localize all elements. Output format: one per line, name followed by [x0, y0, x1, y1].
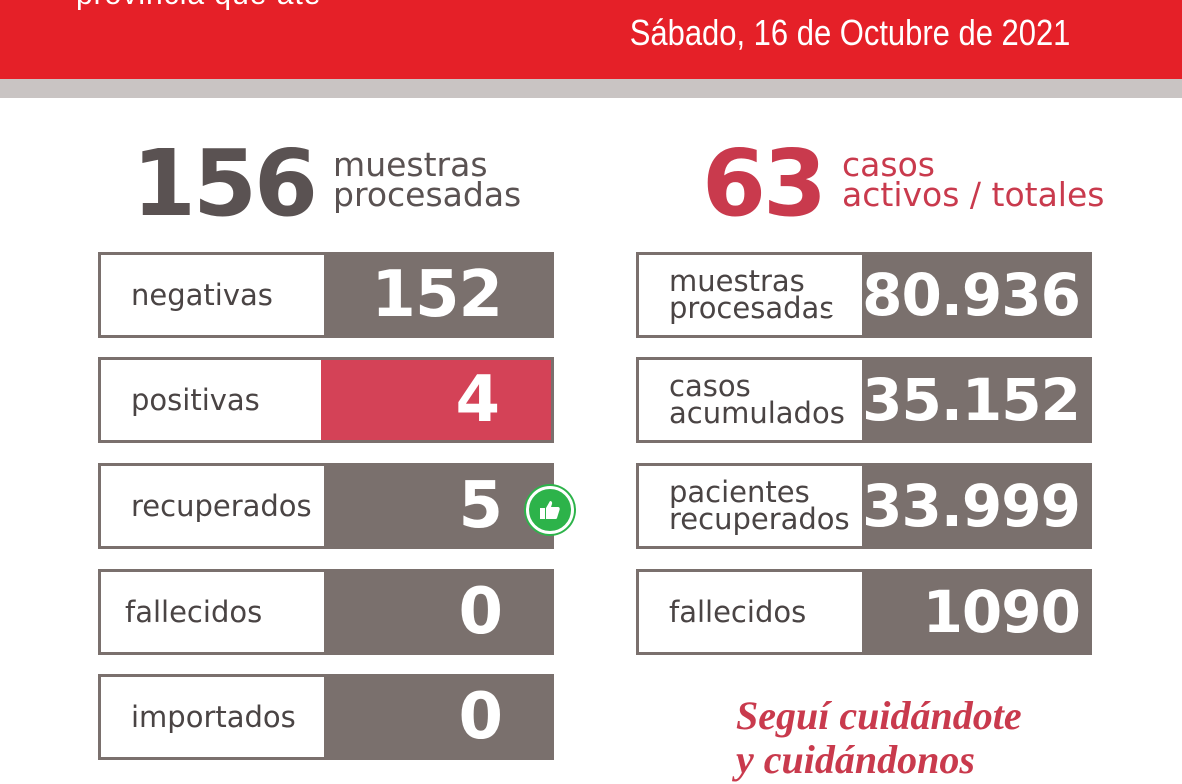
stat-label: recuperados [131, 488, 312, 523]
report-date: Sábado, 16 de Octubre de 2021 [629, 12, 1070, 53]
stat-label: positivas [131, 382, 260, 417]
total-value: 33.999 [862, 463, 1092, 549]
daily-samples-label: muestras procesadas [333, 145, 522, 214]
stat-label: fallecidos [125, 594, 263, 629]
active-cases-label: casos activos / totales [842, 145, 1105, 214]
stat-value: 4 [321, 360, 551, 440]
stat-row-importados: importados 0 [98, 674, 554, 760]
stat-row-negativas: negativas 152 [98, 252, 554, 338]
stat-row-recuperados: recuperados 5 [98, 463, 554, 549]
stat-value: 0 [324, 569, 554, 655]
total-row-muestras: muestras procesadas 180.936 [636, 252, 1092, 338]
stat-value: 0 [324, 674, 554, 760]
total-row-fallecidos: fallecidos 1090 [636, 569, 1092, 655]
thumbs-up-icon [526, 486, 574, 534]
total-label: muestras procesadas [669, 264, 835, 325]
total-label: fallecidos [669, 594, 807, 629]
slogan: Seguí cuidándote y cuidándonos [736, 693, 1022, 782]
header-divider [0, 79, 1182, 98]
total-row-casos: casos acumulados 35.152 [636, 357, 1092, 443]
stat-value: 152 [324, 252, 554, 338]
daily-samples-headline: 156 muestras procesadas [132, 138, 521, 230]
stat-value: 5 [324, 463, 554, 549]
stat-label: negativas [131, 277, 273, 312]
total-label: casos acumulados [669, 369, 845, 430]
stat-row-fallecidos: fallecidos 0 [98, 569, 554, 655]
header-cut-text: provincia que ate [76, 0, 322, 12]
active-cases-headline: 63 casos activos / totales [702, 138, 1104, 230]
total-value: 180.936 [823, 252, 1092, 338]
active-cases-count: 63 [702, 130, 827, 237]
total-label: pacientes recuperados [669, 475, 850, 536]
total-value: 35.152 [862, 357, 1092, 443]
total-row-recuperados: pacientes recuperados 33.999 [636, 463, 1092, 549]
stat-label: importados [131, 699, 296, 734]
total-value: 1090 [862, 569, 1092, 655]
daily-samples-count: 156 [132, 130, 318, 237]
header-bar: provincia que ate Sábado, 16 de Octubre … [0, 0, 1182, 79]
stat-row-positivas: positivas 4 [98, 357, 554, 443]
